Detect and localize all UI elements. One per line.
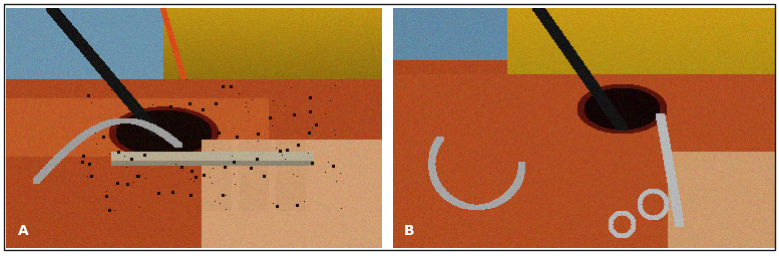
Text: B: B xyxy=(404,224,414,238)
Text: A: A xyxy=(17,224,28,238)
